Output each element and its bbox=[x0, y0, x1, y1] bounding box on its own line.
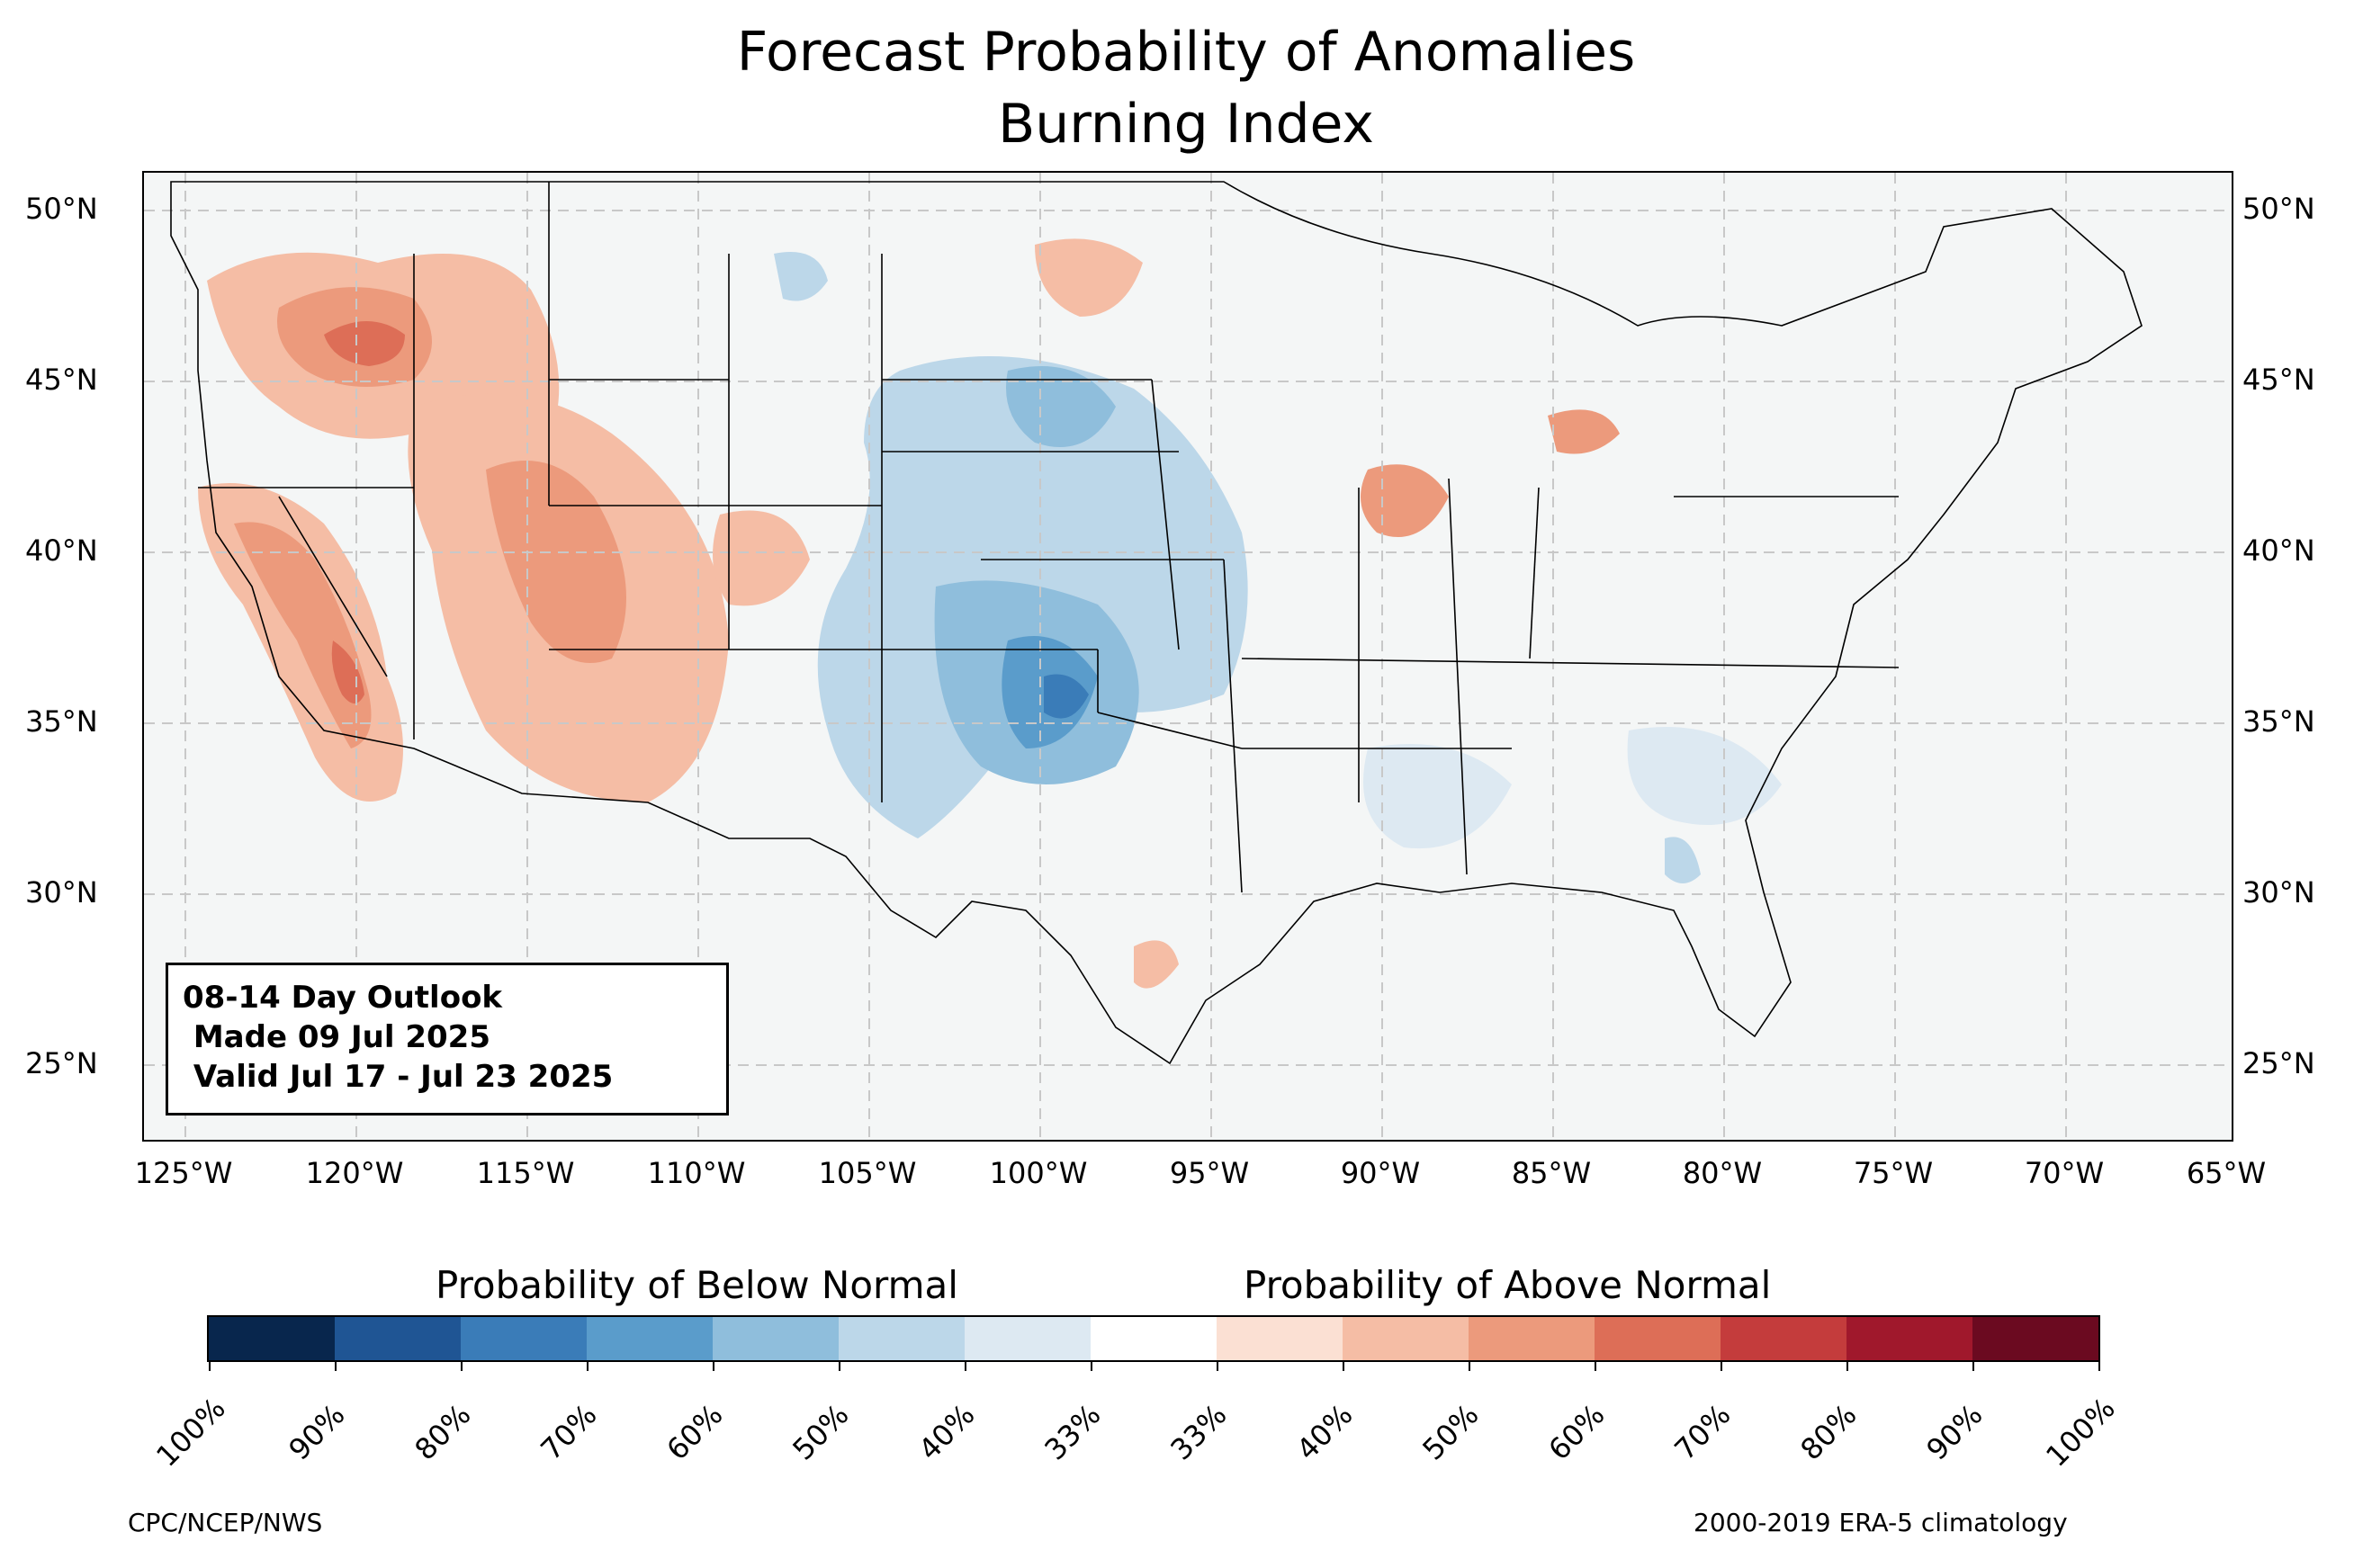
legend-below-heading: Probability of Below Normal bbox=[436, 1263, 958, 1307]
map-gridlines bbox=[144, 173, 2232, 1140]
colorbar-segment bbox=[965, 1317, 1091, 1360]
lat-label-left-45: 45°N bbox=[25, 363, 98, 397]
lat-label-right-35: 35°N bbox=[2242, 704, 2315, 739]
legend-above-heading: Probability of Above Normal bbox=[1244, 1263, 1772, 1307]
colorbar-segment bbox=[1595, 1317, 1721, 1360]
colorbar-tick bbox=[965, 1360, 966, 1371]
lon-label-125w: 125°W bbox=[134, 1156, 233, 1190]
lat-label-right-40: 40°N bbox=[2242, 533, 2315, 568]
colorbar-segment bbox=[209, 1317, 335, 1360]
lon-label-65w: 65°W bbox=[2186, 1156, 2267, 1190]
footer-climatology: 2000-2019 ERA-5 climatology bbox=[1694, 1508, 2068, 1537]
colorbar-tick-label: 40% bbox=[1289, 1397, 1360, 1467]
colorbar-segment bbox=[1343, 1317, 1469, 1360]
valid-dates: Valid Jul 17 - Jul 23 2025 bbox=[183, 1059, 614, 1095]
lat-label-left-30: 30°N bbox=[25, 875, 98, 909]
colorbar-segment bbox=[1091, 1317, 1217, 1360]
lon-label-75w: 75°W bbox=[1853, 1156, 1934, 1190]
colorbar-tick-label: 90% bbox=[282, 1397, 352, 1467]
colorbar-tick bbox=[1469, 1360, 1470, 1371]
lon-label-110w: 110°W bbox=[647, 1156, 746, 1190]
us-boundaries bbox=[170, 181, 2143, 1065]
colorbar-tick-label: 50% bbox=[1415, 1397, 1486, 1467]
colorbar-tick-label: 33% bbox=[1164, 1397, 1234, 1467]
probability-colorbar bbox=[207, 1315, 2100, 1362]
colorbar-segment bbox=[1469, 1317, 1595, 1360]
lat-label-right-25: 25°N bbox=[2242, 1046, 2315, 1080]
lon-label-105w: 105°W bbox=[818, 1156, 917, 1190]
colorbar-tick-label: 100% bbox=[2039, 1391, 2122, 1474]
colorbar-tick bbox=[1217, 1360, 1218, 1371]
lat-label-left-50: 50°N bbox=[25, 192, 98, 226]
outlook-period: 08-14 Day Outlook bbox=[183, 980, 503, 1016]
map-title-line-1: Forecast Probability of Anomalies bbox=[736, 21, 1636, 84]
colorbar-tick-label: 60% bbox=[1541, 1397, 1612, 1467]
colorbar-segment bbox=[461, 1317, 587, 1360]
colorbar-tick-label: 33% bbox=[1038, 1397, 1108, 1467]
colorbar-segment bbox=[839, 1317, 965, 1360]
above-normal-areas bbox=[198, 238, 1620, 989]
colorbar-tick-label: 80% bbox=[408, 1397, 478, 1467]
lon-label-115w: 115°W bbox=[476, 1156, 575, 1190]
colorbar-tick bbox=[713, 1360, 714, 1371]
colorbar-tick bbox=[1846, 1360, 1848, 1371]
lat-label-left-40: 40°N bbox=[25, 533, 98, 568]
lon-label-90w: 90°W bbox=[1340, 1156, 1421, 1190]
colorbar-tick-label: 70% bbox=[534, 1397, 604, 1467]
colorbar-segment bbox=[1846, 1317, 1972, 1360]
lat-label-right-50: 50°N bbox=[2242, 192, 2315, 226]
colorbar-tick bbox=[1343, 1360, 1344, 1371]
lon-label-85w: 85°W bbox=[1511, 1156, 1592, 1190]
lon-label-100w: 100°W bbox=[989, 1156, 1088, 1190]
colorbar-tick bbox=[335, 1360, 337, 1371]
lat-label-left-35: 35°N bbox=[25, 704, 98, 739]
colorbar-tick bbox=[839, 1360, 840, 1371]
colorbar-segment bbox=[713, 1317, 839, 1360]
colorbar-tick bbox=[461, 1360, 463, 1371]
colorbar-tick-label: 80% bbox=[1793, 1397, 1864, 1467]
colorbar-segment bbox=[1217, 1317, 1343, 1360]
lat-label-left-25: 25°N bbox=[25, 1046, 98, 1080]
colorbar-tick bbox=[1721, 1360, 1722, 1371]
lon-label-120w: 120°W bbox=[305, 1156, 404, 1190]
colorbar-tick-label: 90% bbox=[1919, 1397, 1990, 1467]
made-date: Made 09 Jul 2025 bbox=[183, 1019, 490, 1055]
lon-label-95w: 95°W bbox=[1169, 1156, 1250, 1190]
colorbar-segment bbox=[1721, 1317, 1846, 1360]
colorbar-tick-label: 50% bbox=[786, 1397, 856, 1467]
lon-label-80w: 80°W bbox=[1682, 1156, 1763, 1190]
map-canvas bbox=[144, 173, 2232, 1140]
lon-label-70w: 70°W bbox=[2024, 1156, 2105, 1190]
colorbar-tick bbox=[1595, 1360, 1596, 1371]
colorbar-tick-label: 70% bbox=[1667, 1397, 1738, 1467]
lat-label-right-30: 30°N bbox=[2242, 875, 2315, 909]
colorbar-segment bbox=[1972, 1317, 2098, 1360]
colorbar-tick-label: 100% bbox=[149, 1391, 232, 1474]
colorbar-tick bbox=[209, 1360, 211, 1371]
outlook-info-box: 08-14 Day Outlook Made 09 Jul 2025 Valid… bbox=[166, 963, 729, 1116]
lat-label-right-45: 45°N bbox=[2242, 363, 2315, 397]
colorbar-tick-label: 60% bbox=[660, 1397, 730, 1467]
colorbar-tick bbox=[1091, 1360, 1092, 1371]
colorbar-tick bbox=[587, 1360, 589, 1371]
below-normal-areas bbox=[774, 252, 1782, 883]
colorbar-tick bbox=[2098, 1360, 2100, 1371]
colorbar-segment bbox=[335, 1317, 461, 1360]
footer-source: CPC/NCEP/NWS bbox=[128, 1508, 323, 1537]
colorbar-segment bbox=[587, 1317, 713, 1360]
map-title-line-2: Burning Index bbox=[998, 93, 1374, 156]
colorbar-tick-label: 40% bbox=[912, 1397, 982, 1467]
colorbar-tick bbox=[1972, 1360, 1974, 1371]
